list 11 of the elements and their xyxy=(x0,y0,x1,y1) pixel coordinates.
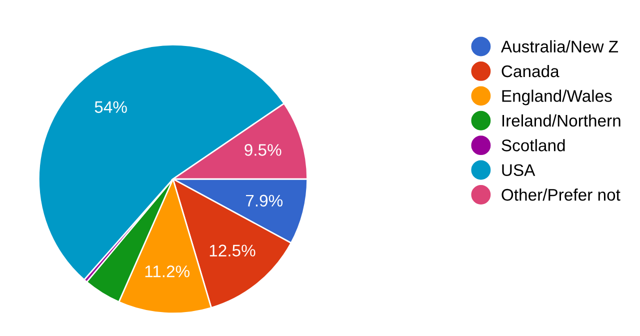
data-label: 54% xyxy=(94,101,127,113)
legend-label: Other/Prefer not xyxy=(502,188,620,201)
legend-label: Ireland/Northern xyxy=(502,114,620,127)
data-label: 12.5% xyxy=(210,244,256,256)
data-label: 9.5% xyxy=(244,144,282,156)
legend-label: Canada xyxy=(502,64,560,78)
legend-label: USA xyxy=(502,164,536,176)
legend-label: Scotland xyxy=(502,139,565,152)
legend-label: Australia/New Z xyxy=(500,40,618,53)
legend-label: England/Wales xyxy=(502,90,612,106)
data-label: 7.9% xyxy=(246,194,283,207)
